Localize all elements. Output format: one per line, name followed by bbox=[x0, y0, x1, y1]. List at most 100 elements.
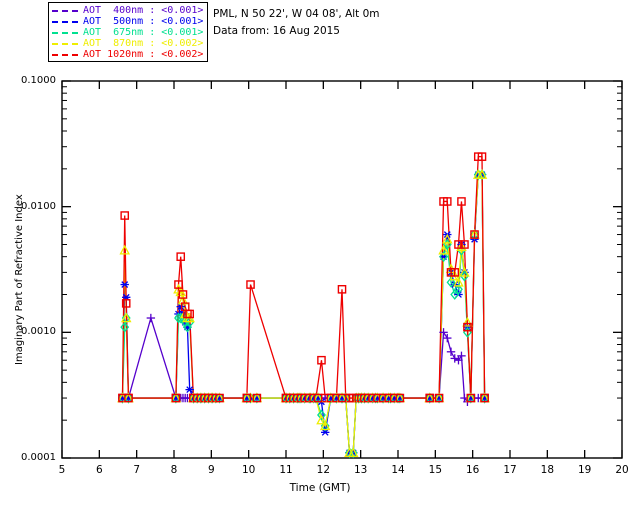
x-axis-tick-label: 15 bbox=[428, 464, 443, 476]
x-axis-tick-label: 7 bbox=[133, 464, 140, 476]
data-marker-diamond bbox=[252, 392, 262, 404]
data-marker-diamond bbox=[215, 392, 224, 404]
data-marker-square bbox=[337, 393, 347, 403]
data-marker-diamond bbox=[480, 392, 490, 404]
x-axis-tick-label: 13 bbox=[353, 464, 368, 476]
data-marker-diamond bbox=[466, 392, 476, 404]
data-marker-square bbox=[246, 280, 255, 289]
x-axis-tick-label: 18 bbox=[540, 464, 555, 476]
legend-label: AOT 870nm : <0.002> bbox=[83, 38, 204, 49]
data-marker-triangle bbox=[441, 233, 453, 244]
data-marker-diamond bbox=[320, 420, 330, 432]
data-marker-square bbox=[477, 152, 487, 161]
data-marker-square bbox=[466, 393, 476, 403]
data-marker-square bbox=[425, 393, 435, 403]
data-marker-diamond bbox=[470, 229, 479, 240]
data-marker-triangle bbox=[119, 244, 131, 255]
data-marker-diamond bbox=[425, 392, 435, 404]
data-marker-triangle bbox=[177, 294, 189, 305]
data-marker-square bbox=[242, 393, 252, 403]
data-marker-diamond bbox=[242, 392, 252, 404]
legend-dash-icon bbox=[52, 31, 78, 34]
x-axis-tick-label: 20 bbox=[615, 464, 629, 476]
x-axis-tick-label: 6 bbox=[95, 464, 103, 476]
legend-label: AOT 675nm : <0.001> bbox=[83, 27, 204, 38]
data-marker-diamond bbox=[395, 392, 405, 404]
date-line: Data from: 16 Aug 2015 bbox=[213, 25, 340, 37]
legend-entry: AOT 1020nm : <0.002> bbox=[52, 49, 204, 60]
data-marker-square bbox=[120, 211, 130, 220]
data-marker-square bbox=[457, 197, 466, 206]
x-axis-tick-label: 10 bbox=[241, 464, 256, 476]
legend-entry: AOT 675nm : <0.001> bbox=[52, 27, 204, 38]
data-marker-square bbox=[442, 197, 452, 206]
x-axis-tick-label: 8 bbox=[170, 464, 178, 476]
data-marker-diamond bbox=[460, 270, 469, 282]
data-marker-square bbox=[185, 309, 194, 319]
data-marker-diamond bbox=[337, 392, 347, 404]
data-marker-square bbox=[174, 280, 183, 289]
data-marker-diamond bbox=[171, 392, 181, 404]
data-marker-triangle bbox=[316, 414, 327, 425]
data-marker-square bbox=[463, 322, 472, 332]
legend-dash-icon bbox=[52, 9, 78, 12]
y-axis-tick-label: 0.0001 bbox=[21, 452, 56, 463]
legend-entry: AOT 870nm : <0.002> bbox=[52, 38, 204, 49]
data-marker-square bbox=[176, 252, 186, 261]
legend-label: AOT 400nm : <0.001> bbox=[83, 5, 204, 16]
data-marker-square bbox=[434, 393, 444, 403]
y-axis-tick-label: 0.0100 bbox=[21, 200, 56, 212]
data-marker-square bbox=[337, 285, 347, 294]
data-marker-triangle bbox=[453, 276, 464, 287]
data-marker-square bbox=[460, 240, 469, 249]
data-marker-diamond bbox=[120, 321, 130, 333]
data-marker-triangle bbox=[476, 169, 488, 179]
data-marker-square bbox=[470, 230, 479, 239]
data-marker-triangle bbox=[459, 266, 470, 277]
x-axis-tick-label: 11 bbox=[279, 464, 293, 476]
data-marker-triangle bbox=[462, 316, 473, 327]
data-marker-diamond bbox=[454, 283, 463, 295]
data-marker-square bbox=[480, 393, 489, 403]
data-marker-diamond bbox=[446, 276, 456, 288]
x-axis-tick-label: 19 bbox=[577, 464, 592, 476]
data-series-line bbox=[121, 156, 486, 399]
data-marker-diamond bbox=[124, 392, 133, 404]
data-marker-asterisk bbox=[177, 303, 185, 311]
data-marker-triangle bbox=[319, 420, 331, 431]
data-marker-asterisk bbox=[186, 386, 194, 394]
data-marker-square bbox=[252, 393, 262, 403]
data-marker-diamond bbox=[121, 312, 131, 324]
data-marker-triangle bbox=[438, 244, 449, 255]
data-marker-square bbox=[454, 240, 463, 249]
data-marker-diamond bbox=[439, 251, 448, 263]
chart-title-block: PML, N 50 22', W 04 08', Alt 0m Data fro… bbox=[213, 6, 380, 40]
legend-label: AOT 500nm : <0.001> bbox=[83, 16, 204, 27]
site-line: PML, N 50 22', W 04 08', Alt 0m bbox=[213, 8, 380, 20]
data-marker-diamond bbox=[176, 312, 186, 324]
data-marker-diamond bbox=[434, 392, 444, 404]
x-axis-tick-label: 17 bbox=[503, 464, 517, 476]
data-marker-asterisk bbox=[121, 281, 129, 288]
data-marker-square bbox=[395, 393, 405, 403]
legend-entry: AOT 400nm : <0.001> bbox=[52, 5, 204, 16]
x-axis-tick-label: 12 bbox=[316, 464, 331, 476]
data-marker-square bbox=[178, 290, 188, 299]
legend-dash-icon bbox=[52, 53, 78, 56]
data-marker-diamond bbox=[317, 409, 326, 421]
data-marker-square bbox=[313, 393, 323, 403]
data-marker-triangle bbox=[120, 312, 132, 323]
data-series bbox=[121, 156, 486, 399]
data-marker-diamond bbox=[185, 316, 195, 328]
plot-frame bbox=[61, 80, 623, 459]
legend-entry: AOT 500nm : <0.001> bbox=[52, 16, 204, 27]
data-marker-square bbox=[450, 268, 460, 277]
legend-dash-icon bbox=[52, 42, 78, 45]
legend-label: AOT 1020nm : <0.002> bbox=[83, 49, 204, 60]
data-marker-square bbox=[215, 393, 224, 403]
y-axis-tick-label: 0.1000 bbox=[21, 75, 56, 86]
data-marker-diamond bbox=[313, 392, 323, 404]
data-marker-asterisk bbox=[321, 428, 329, 436]
data-marker-triangle bbox=[456, 241, 467, 251]
x-axis-tick-label: 9 bbox=[207, 464, 215, 476]
